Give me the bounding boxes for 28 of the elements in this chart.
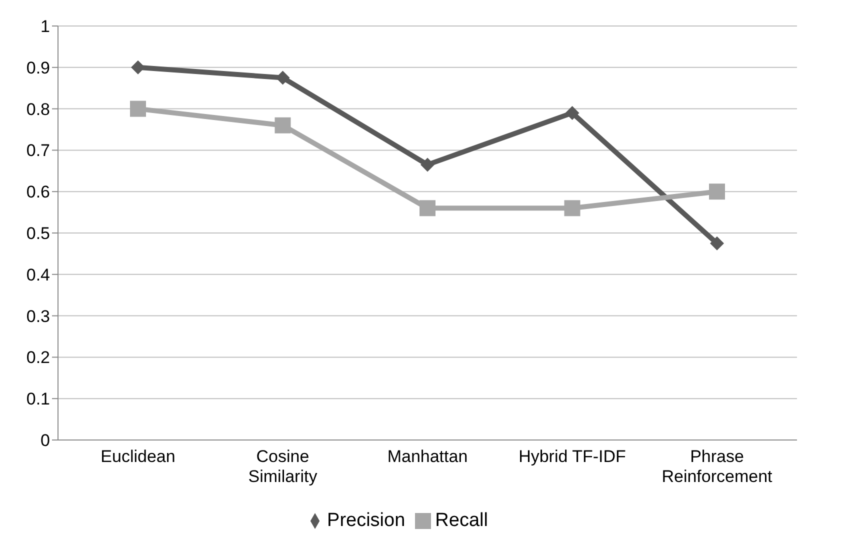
- y-tick-label: 0.1: [26, 390, 50, 409]
- x-tick-label: Cosine Similarity: [248, 447, 318, 486]
- point: [130, 100, 146, 117]
- x-tick-label: Manhattan: [387, 447, 468, 466]
- point: [565, 106, 580, 120]
- x-tick-label: Hybrid TF-IDF: [518, 447, 626, 466]
- y-tick-label: 0.2: [26, 348, 50, 368]
- y-tick-label: 0.8: [26, 100, 50, 119]
- y-tick-label: 1: [40, 17, 50, 36]
- x-tick-label: Euclidean: [100, 447, 176, 466]
- y-tick-label: 0.5: [26, 224, 50, 244]
- legend-label: Precision: [327, 510, 406, 531]
- legend-label: Recall: [435, 510, 488, 531]
- point: [274, 117, 291, 134]
- point: [131, 60, 145, 74]
- y-tick-label: 0.4: [26, 265, 50, 284]
- y-tick-label: 0.9: [26, 58, 50, 78]
- y-tick-label: 0: [40, 431, 50, 450]
- point: [564, 200, 580, 216]
- y-tick-label: 0.6: [26, 182, 50, 202]
- point: [420, 200, 436, 216]
- point: [710, 236, 724, 250]
- point: [276, 70, 290, 85]
- y-tick-label: 0.3: [26, 306, 50, 326]
- y-tick-label: 0.7: [26, 141, 50, 160]
- point: [420, 158, 434, 172]
- x-tick-label: Phrase Reinforcement: [662, 447, 773, 486]
- point: [709, 184, 725, 200]
